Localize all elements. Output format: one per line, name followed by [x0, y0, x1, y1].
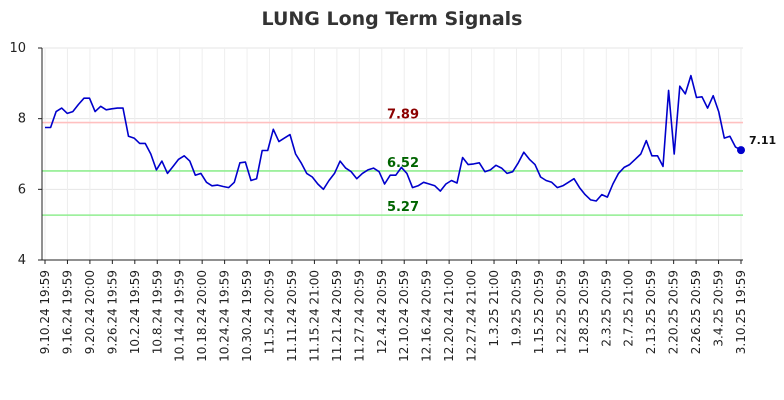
- x-tick-label: 12.20.24 21:00: [442, 270, 456, 362]
- x-tick-label: 1.28.25 20:59: [577, 270, 591, 354]
- x-tick-label: 12.27.24 21:00: [465, 270, 479, 362]
- level-label-1: 6.52: [387, 156, 419, 171]
- x-tick-label: 3.10.25 19:59: [734, 270, 748, 354]
- last-value-label: 7.11: [749, 134, 776, 147]
- x-tick-label: 3.4.25 20:59: [712, 270, 726, 347]
- x-tick-label: 10.18.24 20:00: [195, 270, 209, 362]
- x-tick-label: 1.22.25 20:59: [554, 270, 568, 354]
- axes: [41, 48, 743, 261]
- y-axis-ticks: 4 6 8 10: [9, 41, 42, 268]
- x-tick-label: 9.20.24 20:00: [83, 270, 97, 354]
- x-tick-label: 9.26.24 19:59: [105, 270, 119, 354]
- x-tick-label: 2.20.25 20:59: [667, 270, 681, 354]
- y-tick-label: 8: [18, 112, 26, 127]
- x-tick-label: 11.15.24 21:00: [307, 270, 321, 362]
- x-tick-label: 2.3.25 20:59: [599, 270, 613, 347]
- x-tick-label: 11.5.24 20:59: [263, 270, 277, 354]
- x-tick-label: 11.11.24 20:59: [285, 270, 299, 362]
- x-tick-label: 12.4.24 20:59: [375, 270, 389, 354]
- x-tick-label: 9.10.24 19:59: [38, 270, 52, 354]
- x-tick-label: 1.3.25 21:00: [487, 270, 501, 347]
- signal-levels: 7.89 6.52 5.27: [42, 108, 743, 216]
- x-tick-label: 12.10.24 20:59: [397, 270, 411, 362]
- y-tick-label: 10: [9, 41, 26, 56]
- x-tick-label: 2.7.25 21:00: [622, 270, 636, 347]
- x-tick-label: 2.26.25 20:59: [689, 270, 703, 354]
- x-tick-label: 12.16.24 20:59: [420, 270, 434, 362]
- grid: [42, 47, 743, 261]
- x-tick-label: 2.13.25 20:59: [644, 270, 658, 354]
- level-label-0: 7.89: [387, 108, 419, 123]
- x-tick-label: 1.15.25 20:59: [532, 270, 546, 354]
- x-tick-label: 11.27.24 20:59: [352, 270, 366, 362]
- x-tick-label: 11.21.24 20:59: [330, 270, 344, 362]
- price-line: [45, 74, 742, 202]
- x-tick-label: 10.30.24 19:59: [240, 270, 254, 362]
- x-tick-label: 10.24.24 19:59: [218, 270, 232, 362]
- x-axis-ticks: 9.10.24 19:59 9.16.24 19:59 9.20.24 20:00 9…: [38, 260, 748, 362]
- chart-title: LUNG Long Term Signals: [262, 8, 523, 30]
- price-series: 7.11: [45, 74, 776, 202]
- x-tick-label: 1.9.25 20:59: [509, 270, 523, 347]
- x-tick-label: 9.16.24 19:59: [60, 270, 74, 354]
- x-tick-label: 10.14.24 19:59: [173, 270, 187, 362]
- last-value-dot: [737, 146, 745, 155]
- x-tick-label: 10.8.24 19:59: [150, 270, 164, 354]
- y-tick-label: 4: [18, 253, 26, 268]
- y-tick-label: 6: [18, 182, 26, 197]
- x-tick-label: 10.2.24 19:59: [128, 270, 142, 354]
- level-label-2: 5.27: [387, 200, 419, 215]
